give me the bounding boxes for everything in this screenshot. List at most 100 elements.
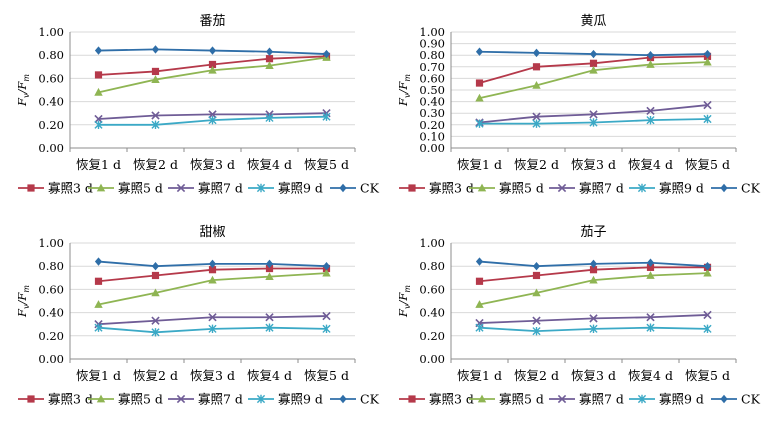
y-tick-label: 0.80: [419, 259, 445, 273]
data-point: [94, 120, 103, 129]
data-point: [94, 87, 103, 96]
x-tick-label: 恢复2 d: [133, 368, 178, 383]
legend-marker: [720, 394, 728, 404]
chart-svg: 0.00 0.20 0.40 0.60 0.80 1.00 恢复1 d 恢复2 d 恢复3 d 恢…: [15, 14, 380, 196]
y-axis-label: Fv/Fm: [396, 74, 412, 107]
data-point: [532, 262, 541, 271]
data-point: [151, 75, 160, 83]
data-point: [703, 100, 712, 110]
data-point: [265, 272, 274, 281]
y-tick-label: 0.00: [38, 141, 64, 155]
data-point: [322, 268, 331, 277]
data-point: [94, 300, 103, 308]
data-point: [589, 314, 598, 323]
legend-label: 寡照5 d: [118, 392, 163, 407]
legend-marker: [557, 394, 567, 404]
y-tick-label: 0.60: [38, 282, 64, 296]
data-point: [646, 263, 655, 271]
chart-cucumber: 0.00 0.10 0.20 0.30 0.40 0.50 0.60 0.70 0.80 0.90…: [381, 0, 762, 211]
data-point: [322, 49, 331, 59]
legend-marker: [339, 394, 347, 404]
legend-marker: [637, 394, 647, 404]
y-tick-label: 0.20: [419, 329, 445, 343]
legend-label: 寡照9 d: [659, 181, 704, 196]
y-tick-label: 1.00: [419, 236, 445, 250]
x-tick-label: 恢复5 d: [685, 157, 730, 172]
y-tick-label: 0.00: [419, 141, 445, 155]
data-point: [208, 46, 217, 55]
data-point: [151, 328, 160, 337]
x-tick-label: 恢复3 d: [190, 157, 235, 172]
data-point: [475, 300, 484, 308]
chart-title: 甜椒: [199, 224, 225, 240]
data-point: [475, 119, 484, 128]
x-tick-label: 恢复2 d: [133, 157, 178, 172]
data-point: [703, 310, 712, 320]
x-tick-label: 恢复5 d: [304, 157, 349, 172]
chart-pepper: 0.00 0.20 0.40 0.60 0.80 1.00 恢复1 d 恢复2 d 恢复3 d 恢…: [0, 211, 381, 422]
data-point: [475, 257, 484, 266]
data-point: [646, 106, 655, 116]
legend-marker: [27, 395, 35, 403]
chart-title: 番茄: [199, 14, 225, 29]
legend-label: 寡照7 d: [579, 181, 624, 196]
data-point: [208, 266, 217, 274]
data-point: [589, 118, 598, 127]
chart-eggplant: 0.00 0.20 0.40 0.60 0.80 1.00 恢复1 d 恢复2 d 恢复3 d 恢…: [381, 211, 762, 422]
legend-marker: [720, 183, 728, 193]
data-point: [646, 313, 655, 322]
y-tick-label: 0.20: [38, 118, 64, 132]
data-point: [532, 288, 541, 297]
y-tick-label: 0.20: [419, 118, 445, 132]
x-tick-label: 恢复3 d: [571, 157, 616, 172]
data-point: [208, 313, 217, 322]
data-point: [532, 48, 541, 58]
legend-marker: [339, 183, 347, 193]
legend-label: CK: [741, 392, 761, 407]
data-point: [589, 275, 598, 284]
legend-label: CK: [741, 181, 761, 196]
data-point: [532, 63, 541, 71]
legend-label: 寡照9 d: [659, 392, 704, 407]
x-tick-label: 恢复2 d: [514, 368, 559, 383]
y-tick-label: 0.40: [38, 95, 64, 109]
y-tick-label: 0.40: [419, 306, 445, 320]
y-axis-label: Fv/Fm: [396, 285, 412, 318]
data-point: [532, 119, 541, 128]
data-point: [265, 113, 274, 123]
x-tick-label: 恢复2 d: [514, 157, 559, 172]
data-point: [208, 259, 217, 269]
x-tick-label: 恢复5 d: [685, 368, 730, 383]
data-point: [589, 324, 598, 334]
y-tick-label: 0.10: [419, 129, 445, 143]
legend-label: 寡照7 d: [579, 392, 624, 407]
y-tick-label: 0.60: [419, 282, 445, 296]
data-point: [475, 79, 484, 87]
data-point: [646, 271, 655, 279]
data-point: [265, 55, 274, 63]
x-tick-label: 恢复4 d: [628, 368, 673, 383]
legend-marker: [96, 183, 106, 192]
y-axis-label: Fv/Fm: [15, 74, 31, 107]
data-point: [265, 264, 274, 273]
legend-label: CK: [360, 181, 380, 196]
data-point: [94, 114, 103, 124]
y-tick-label: 0.70: [419, 60, 445, 74]
y-tick-label: 0.90: [419, 37, 445, 51]
y-tick-label: 1.00: [419, 25, 445, 39]
y-tick-label: 0.30: [419, 106, 445, 120]
legend-label: 寡照3 d: [429, 392, 474, 407]
legend-label: 寡照3 d: [48, 392, 93, 407]
data-point: [703, 114, 712, 124]
legend-marker: [176, 183, 186, 193]
y-tick-label: 0.40: [419, 95, 445, 109]
legend-marker: [176, 394, 186, 404]
legend-label: 寡照7 d: [198, 392, 243, 407]
legend-marker: [256, 183, 266, 193]
x-tick-label: 恢复1 d: [76, 157, 121, 172]
legend-marker: [557, 183, 567, 193]
legend-label: 寡照5 d: [118, 181, 163, 196]
chart-svg: 0.000.100.200.300.400.500.600.700.800.90…: [396, 14, 761, 196]
y-tick-label: 0.60: [419, 71, 445, 85]
data-point: [94, 277, 103, 285]
